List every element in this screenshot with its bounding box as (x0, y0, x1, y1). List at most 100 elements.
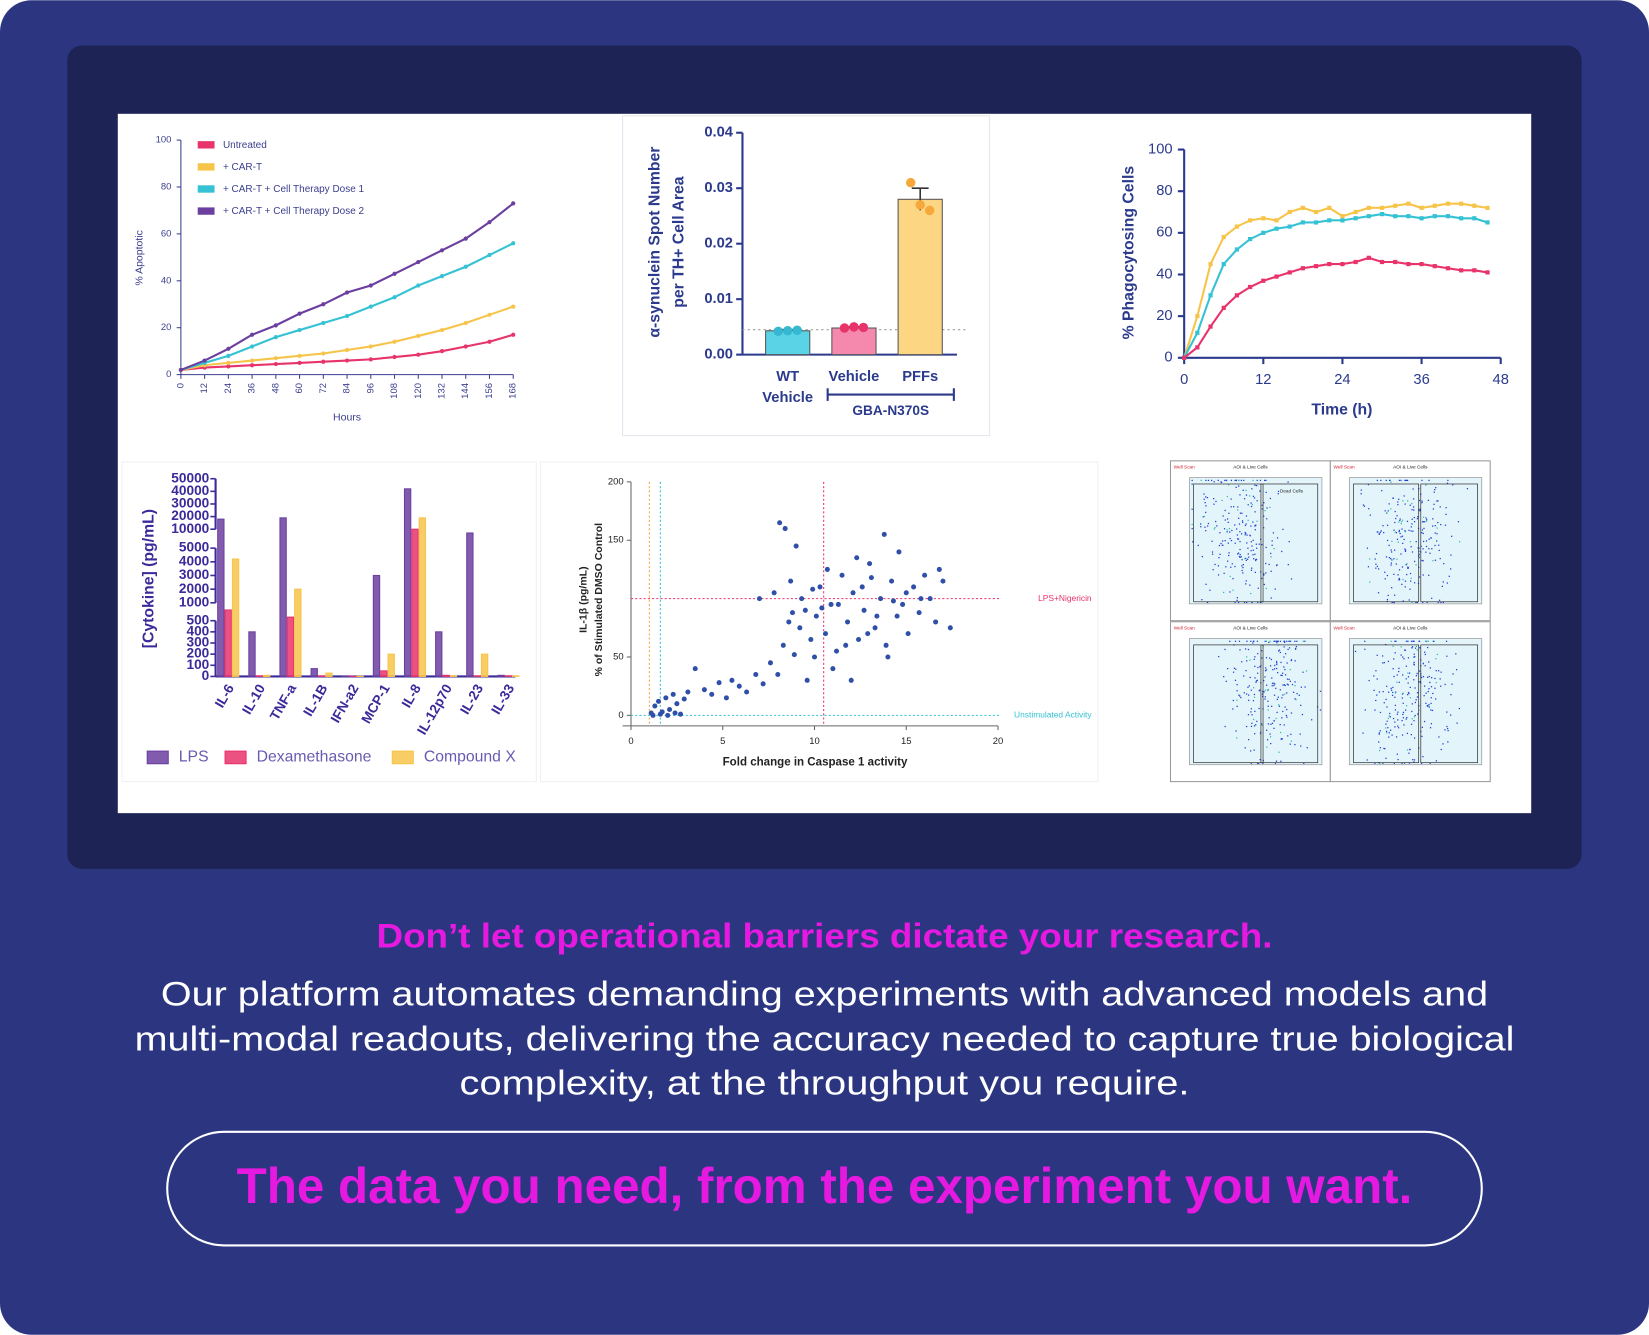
flow-dot (1434, 559, 1437, 561)
x-tick-label: 96 (365, 383, 376, 394)
bar (418, 517, 427, 677)
data-point (811, 654, 818, 660)
flow-dot (1385, 723, 1387, 725)
flow-dot (1422, 548, 1424, 550)
flow-dot (1408, 599, 1410, 601)
flow-dot (1429, 552, 1431, 554)
data-point (903, 590, 909, 596)
data-point (1459, 201, 1464, 206)
flow-dot (1403, 495, 1405, 497)
flow-dot (1413, 656, 1415, 658)
flow-dot (1423, 720, 1426, 723)
data-point (802, 607, 808, 613)
flow-dot (1274, 588, 1276, 590)
flow-dot (1258, 543, 1260, 545)
flow-dot (1240, 556, 1242, 558)
flow-dot (1382, 662, 1384, 664)
data-point (487, 312, 492, 317)
data-point (273, 361, 278, 367)
flow-dot (1241, 520, 1244, 522)
flow-dot (1411, 647, 1413, 649)
legend-label: + CAR-T (223, 162, 262, 173)
flow-dot (1388, 715, 1390, 717)
flow-dot (1392, 668, 1394, 670)
flow-dot (1405, 479, 1408, 482)
data-point (1208, 324, 1213, 329)
x-tick-label: 0 (175, 383, 186, 388)
flow-dot (1227, 560, 1229, 562)
flow-dot (1229, 591, 1231, 593)
flow-dot (1425, 520, 1428, 522)
flow-dot (1242, 563, 1245, 566)
flow-dot (1254, 571, 1256, 574)
flow-dot (1397, 521, 1400, 523)
flow-dot (1384, 748, 1386, 750)
flow-dot (1264, 670, 1267, 672)
data-point (674, 701, 680, 707)
bar (325, 672, 333, 677)
data-point (775, 671, 781, 678)
flow-dot (1402, 500, 1404, 502)
flow-dot (1229, 531, 1231, 533)
data-point (1379, 205, 1385, 210)
flow-dot (1413, 720, 1415, 722)
flow-dot (1427, 499, 1430, 501)
flow-dot (1223, 591, 1225, 594)
flow-dot (1406, 520, 1409, 522)
y-tick-label: 0 (1164, 350, 1172, 366)
x-tick-label: 132 (436, 383, 447, 399)
flow-dot (1261, 693, 1264, 695)
flow-dot (1256, 720, 1258, 723)
x-tick-label: 15 (901, 736, 912, 747)
flow-dot (1276, 564, 1278, 566)
flow-dot (1251, 503, 1254, 506)
flow-dot (1213, 481, 1215, 483)
flow-dot (1255, 680, 1258, 682)
flow-dot (1222, 544, 1224, 546)
flow-dot (1369, 514, 1371, 516)
flow-dot (1282, 684, 1284, 686)
flow-dot (1412, 759, 1414, 761)
flow-dot (1252, 700, 1255, 702)
flow-dot (1251, 488, 1253, 490)
data-point (1221, 234, 1226, 240)
data-point (1379, 212, 1385, 217)
flow-dot (1388, 544, 1390, 547)
flow-dot (1456, 722, 1458, 724)
flow-dot (1451, 535, 1453, 537)
flow-dot (1288, 640, 1290, 642)
flow-dot (1383, 661, 1386, 664)
flow-dot (1406, 573, 1408, 576)
flow-dot (1411, 523, 1413, 525)
chart-frame (622, 115, 991, 437)
flow-dot (1421, 479, 1423, 482)
flow-dot (1286, 683, 1288, 685)
chart-frame (540, 461, 1099, 783)
data-point (1406, 201, 1411, 206)
data-point (1485, 220, 1490, 225)
data-point (911, 584, 917, 590)
flow-dot (1397, 727, 1400, 729)
flow-plot (1189, 638, 1323, 766)
data-point (723, 695, 729, 701)
flow-dot (1273, 720, 1275, 722)
flow-dot (1191, 508, 1193, 510)
flow-dot (1238, 694, 1240, 696)
flow-dot (1466, 488, 1469, 490)
flow-dot (1264, 676, 1266, 678)
flow-dot (1432, 560, 1434, 562)
flow-dot (1225, 680, 1227, 682)
flow-dot (1279, 651, 1281, 654)
flow-dot (1254, 665, 1256, 667)
flow-dot (1418, 640, 1421, 642)
flow-dot (1295, 698, 1297, 701)
y-axis-title: % Phagocytosing Cells (1121, 166, 1138, 340)
flow-dot (1267, 689, 1269, 691)
flow-dot (1367, 566, 1370, 568)
flow-dot (1413, 509, 1415, 511)
flow-dot (1290, 733, 1292, 735)
flow-dot (1268, 563, 1270, 566)
flow-dot (1395, 517, 1397, 520)
flow-dot (1250, 505, 1253, 508)
flow-dot (1405, 479, 1407, 482)
